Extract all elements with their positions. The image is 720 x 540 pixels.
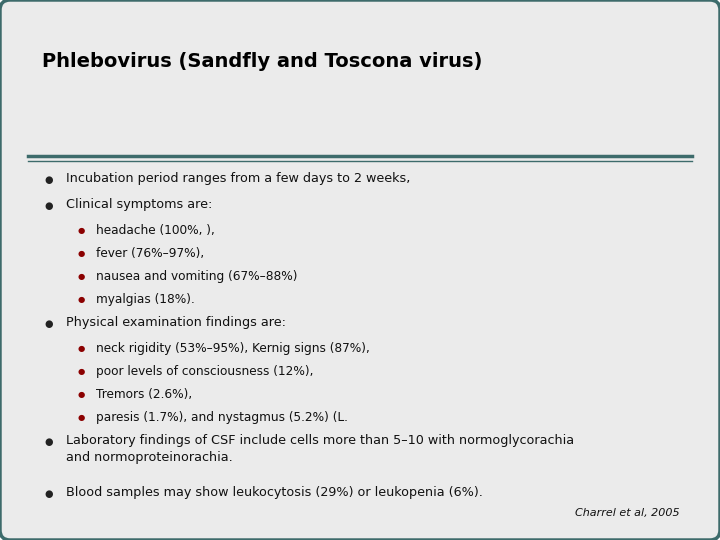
- Text: paresis (1.7%), and nystagmus (5.2%) (L.: paresis (1.7%), and nystagmus (5.2%) (L.: [96, 411, 348, 424]
- Text: Charrel et al, 2005: Charrel et al, 2005: [575, 508, 680, 518]
- Text: ●: ●: [78, 226, 85, 235]
- Text: ●: ●: [78, 249, 85, 259]
- Text: nausea and vomiting (67%–88%): nausea and vomiting (67%–88%): [96, 270, 297, 283]
- Text: ●: ●: [78, 367, 85, 376]
- Text: Clinical symptoms are:: Clinical symptoms are:: [66, 198, 212, 211]
- FancyBboxPatch shape: [28, 30, 692, 150]
- Text: fever (76%–97%),: fever (76%–97%),: [96, 247, 204, 260]
- Text: poor levels of consciousness (12%),: poor levels of consciousness (12%),: [96, 365, 313, 378]
- Text: ●: ●: [78, 414, 85, 422]
- Text: Blood samples may show leukocytosis (29%) or leukopenia (6%).: Blood samples may show leukocytosis (29%…: [66, 486, 483, 499]
- Text: ●: ●: [44, 201, 53, 211]
- Text: ●: ●: [78, 295, 85, 305]
- Text: Laboratory findings of CSF include cells more than 5–10 with normoglycorachia
an: Laboratory findings of CSF include cells…: [66, 434, 574, 463]
- Text: Physical examination findings are:: Physical examination findings are:: [66, 316, 286, 329]
- Text: headache (100%, ),: headache (100%, ),: [96, 224, 215, 237]
- Text: ●: ●: [44, 319, 53, 329]
- Text: ●: ●: [78, 345, 85, 353]
- Text: ●: ●: [44, 489, 53, 499]
- Text: neck rigidity (53%–95%), Kernig signs (87%),: neck rigidity (53%–95%), Kernig signs (8…: [96, 342, 370, 355]
- Text: ●: ●: [78, 272, 85, 281]
- Text: ●: ●: [44, 175, 53, 185]
- Text: Tremors (2.6%),: Tremors (2.6%),: [96, 388, 192, 401]
- Text: Incubation period ranges from a few days to 2 weeks,: Incubation period ranges from a few days…: [66, 172, 410, 185]
- Text: Phlebovirus (Sandfly and Toscona virus): Phlebovirus (Sandfly and Toscona virus): [42, 52, 482, 71]
- Text: ●: ●: [78, 390, 85, 400]
- Text: myalgias (18%).: myalgias (18%).: [96, 293, 194, 306]
- Text: ●: ●: [44, 437, 53, 447]
